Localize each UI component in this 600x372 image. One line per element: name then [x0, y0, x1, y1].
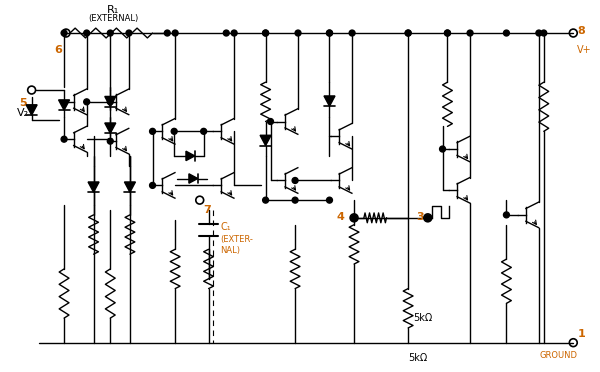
Circle shape [61, 30, 67, 36]
Circle shape [263, 30, 269, 36]
Polygon shape [324, 96, 335, 106]
Circle shape [201, 128, 206, 134]
Circle shape [164, 30, 170, 36]
Circle shape [503, 30, 509, 36]
Circle shape [349, 30, 355, 36]
Circle shape [295, 30, 301, 36]
Text: V+: V+ [577, 45, 592, 55]
Circle shape [223, 30, 229, 36]
Text: 1: 1 [577, 329, 585, 339]
Circle shape [84, 99, 89, 105]
Text: (EXTER-: (EXTER- [220, 235, 253, 244]
Polygon shape [260, 135, 271, 145]
Polygon shape [26, 105, 37, 115]
Circle shape [467, 30, 473, 36]
Text: 5: 5 [19, 98, 27, 108]
Circle shape [61, 136, 67, 142]
Circle shape [326, 197, 332, 203]
Circle shape [326, 30, 332, 36]
Circle shape [326, 30, 332, 36]
Circle shape [171, 128, 177, 134]
Circle shape [292, 197, 298, 203]
Circle shape [445, 30, 451, 36]
Circle shape [172, 30, 178, 36]
Circle shape [263, 197, 269, 203]
Circle shape [107, 30, 113, 36]
Circle shape [541, 30, 547, 36]
Circle shape [263, 30, 269, 36]
Text: 7: 7 [203, 205, 211, 215]
Circle shape [292, 177, 298, 183]
Circle shape [405, 30, 411, 36]
Circle shape [351, 215, 357, 221]
Circle shape [231, 30, 237, 36]
Circle shape [425, 215, 431, 221]
Text: 4: 4 [337, 212, 344, 222]
Polygon shape [124, 182, 136, 192]
Text: V₂: V₂ [17, 108, 29, 118]
Polygon shape [88, 182, 99, 192]
Text: 5kΩ: 5kΩ [413, 313, 432, 323]
Polygon shape [105, 96, 116, 107]
Circle shape [445, 30, 451, 36]
Circle shape [126, 30, 132, 36]
Text: 6: 6 [54, 45, 62, 55]
Text: NAL): NAL) [220, 246, 241, 255]
Text: R₁: R₁ [107, 5, 119, 15]
Circle shape [107, 99, 113, 105]
Text: GROUND: GROUND [539, 350, 578, 360]
Polygon shape [59, 100, 70, 110]
Circle shape [536, 30, 542, 36]
Polygon shape [105, 123, 116, 133]
Polygon shape [186, 151, 195, 161]
Text: C₁: C₁ [220, 222, 231, 232]
Polygon shape [189, 174, 198, 183]
Circle shape [268, 119, 274, 125]
Text: 8: 8 [577, 26, 585, 36]
Circle shape [107, 138, 113, 144]
Circle shape [149, 128, 155, 134]
Text: 5kΩ: 5kΩ [408, 353, 427, 362]
Circle shape [503, 212, 509, 218]
Circle shape [405, 30, 411, 36]
Text: 3: 3 [416, 212, 424, 222]
Text: (EXTERNAL): (EXTERNAL) [88, 14, 139, 23]
Circle shape [149, 182, 155, 188]
Circle shape [440, 146, 445, 152]
Circle shape [84, 30, 89, 36]
